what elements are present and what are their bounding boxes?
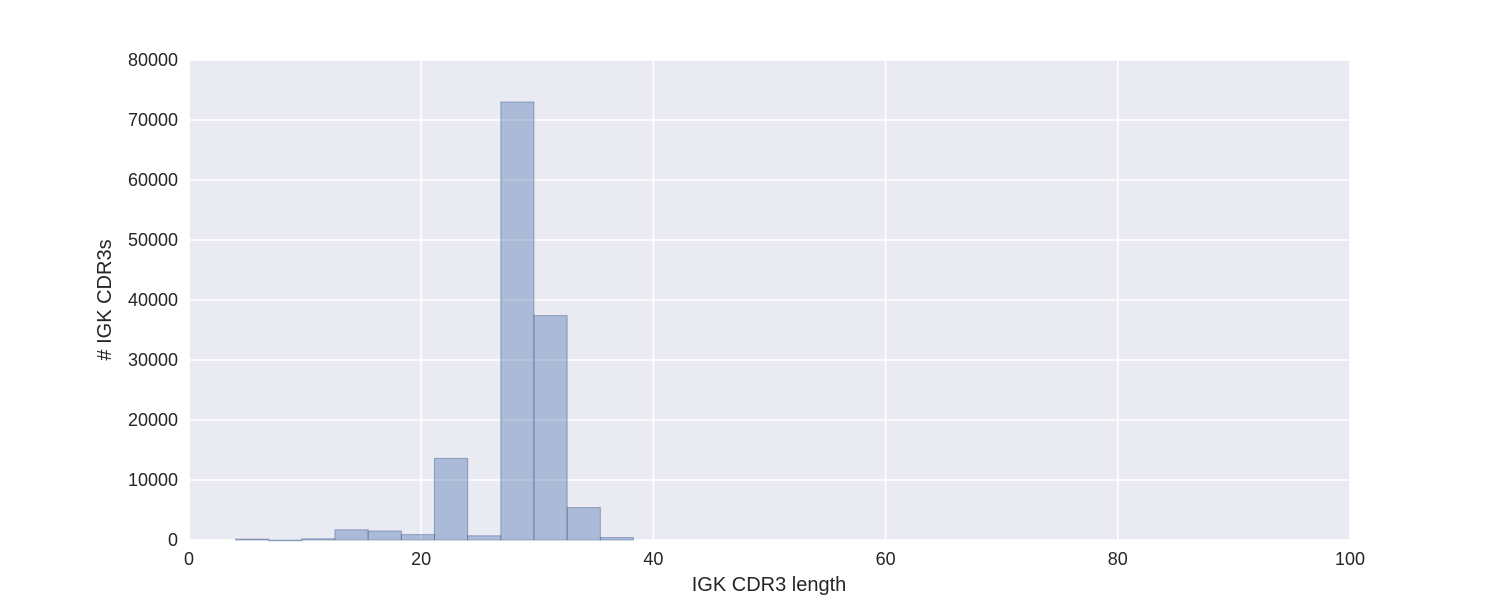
histogram-bars bbox=[234, 101, 635, 542]
y-tick-label: 0 bbox=[168, 530, 178, 550]
y-tick-label: 30000 bbox=[128, 350, 178, 370]
histogram-bar bbox=[533, 315, 568, 541]
y-tick-label: 50000 bbox=[128, 230, 178, 250]
y-tick-label: 40000 bbox=[128, 290, 178, 310]
x-tick-label: 80 bbox=[1108, 549, 1128, 569]
x-tick-label: 40 bbox=[643, 549, 663, 569]
x-tick-label: 0 bbox=[184, 549, 194, 569]
x-tick-label: 20 bbox=[411, 549, 431, 569]
histogram-bar bbox=[500, 101, 535, 541]
x-tick-label: 60 bbox=[876, 549, 896, 569]
histogram-bar bbox=[467, 535, 502, 541]
y-axis-ticks: 0 10000 20000 30000 40000 50000 60000 70000 8000… bbox=[128, 50, 178, 550]
histogram-bar bbox=[268, 539, 303, 542]
y-tick-label: 60000 bbox=[128, 170, 178, 190]
x-tick-label: 100 bbox=[1335, 549, 1365, 569]
y-tick-label: 70000 bbox=[128, 110, 178, 130]
y-axis-label: # IGK CDR3s bbox=[94, 239, 116, 360]
y-tick-label: 20000 bbox=[128, 410, 178, 430]
histogram-bar bbox=[301, 538, 336, 541]
x-axis-ticks: 0 20 40 60 80 100 bbox=[184, 549, 1365, 569]
histogram-bar bbox=[334, 529, 369, 541]
histogram-bar bbox=[234, 538, 270, 541]
histogram-bar bbox=[599, 537, 635, 541]
histogram-bar bbox=[566, 507, 601, 541]
x-axis-label: IGK CDR3 length bbox=[692, 574, 847, 596]
histogram-bar bbox=[367, 530, 402, 541]
y-tick-label: 10000 bbox=[128, 470, 178, 490]
grid-lines bbox=[188, 59, 1351, 541]
histogram-bar bbox=[433, 457, 469, 541]
y-tick-label: 80000 bbox=[128, 50, 178, 70]
histogram-bar bbox=[400, 534, 435, 541]
